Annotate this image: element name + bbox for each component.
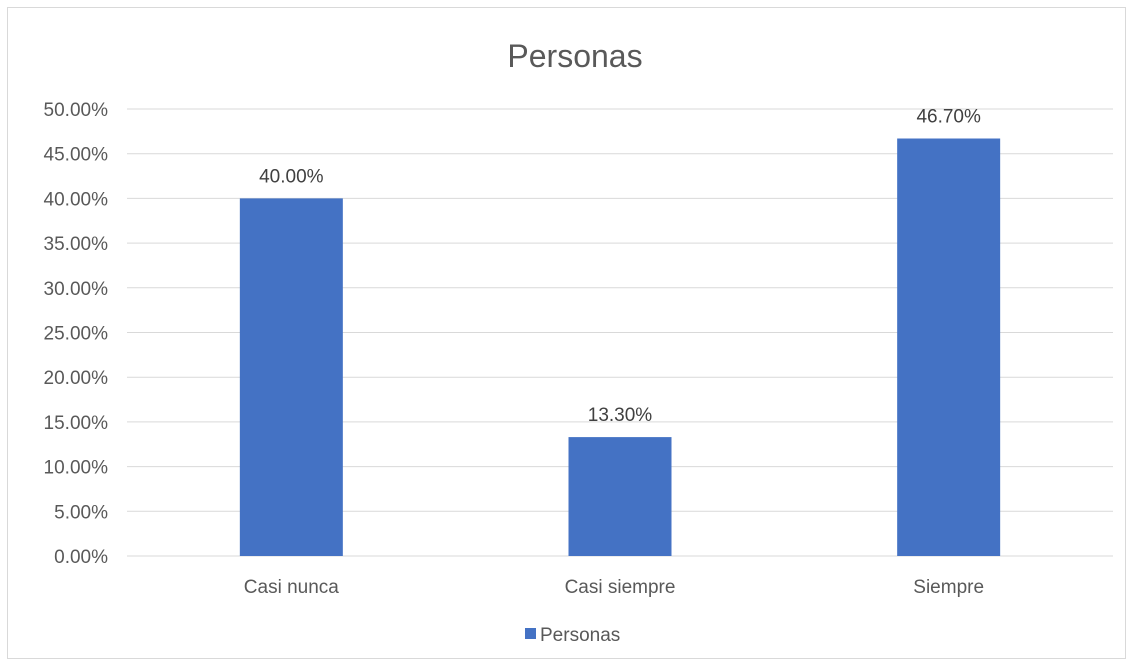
y-tick-label: 40.00% <box>44 189 109 210</box>
bar <box>897 138 1001 556</box>
data-labels: 40.00% 13.30% 46.70% <box>259 107 981 427</box>
x-category-label: Casi nunca <box>244 577 339 598</box>
y-tick-label: 35.00% <box>44 234 109 255</box>
data-label: 46.70% <box>916 107 981 128</box>
y-tick-label: 30.00% <box>44 279 109 300</box>
y-tick-label: 10.00% <box>44 458 109 479</box>
data-label: 13.30% <box>588 405 653 426</box>
y-tick-label: 20.00% <box>44 368 109 389</box>
data-label: 40.00% <box>259 166 324 187</box>
y-tick-label: 0.00% <box>54 547 108 568</box>
y-tick-label: 5.00% <box>54 502 108 523</box>
y-tick-label: 15.00% <box>44 413 109 434</box>
y-axis-ticks: 0.00% 5.00% 10.00% 15.00% 20.00% 25.00% 30.00%… <box>44 100 109 568</box>
y-tick-label: 45.00% <box>44 145 109 166</box>
bars <box>239 138 1001 556</box>
chart-title: Personas <box>507 38 642 74</box>
x-axis-categories: Casi nunca Casi siempre Siempre <box>244 577 984 598</box>
y-tick-label: 50.00% <box>44 100 109 121</box>
legend-swatch <box>525 628 536 639</box>
y-tick-label: 25.00% <box>44 324 109 345</box>
bar <box>568 437 672 556</box>
x-category-label: Siempre <box>913 577 984 598</box>
bar <box>239 198 343 556</box>
x-category-label: Casi siempre <box>565 577 676 598</box>
legend: Personas <box>525 625 620 646</box>
legend-label: Personas <box>540 625 620 646</box>
